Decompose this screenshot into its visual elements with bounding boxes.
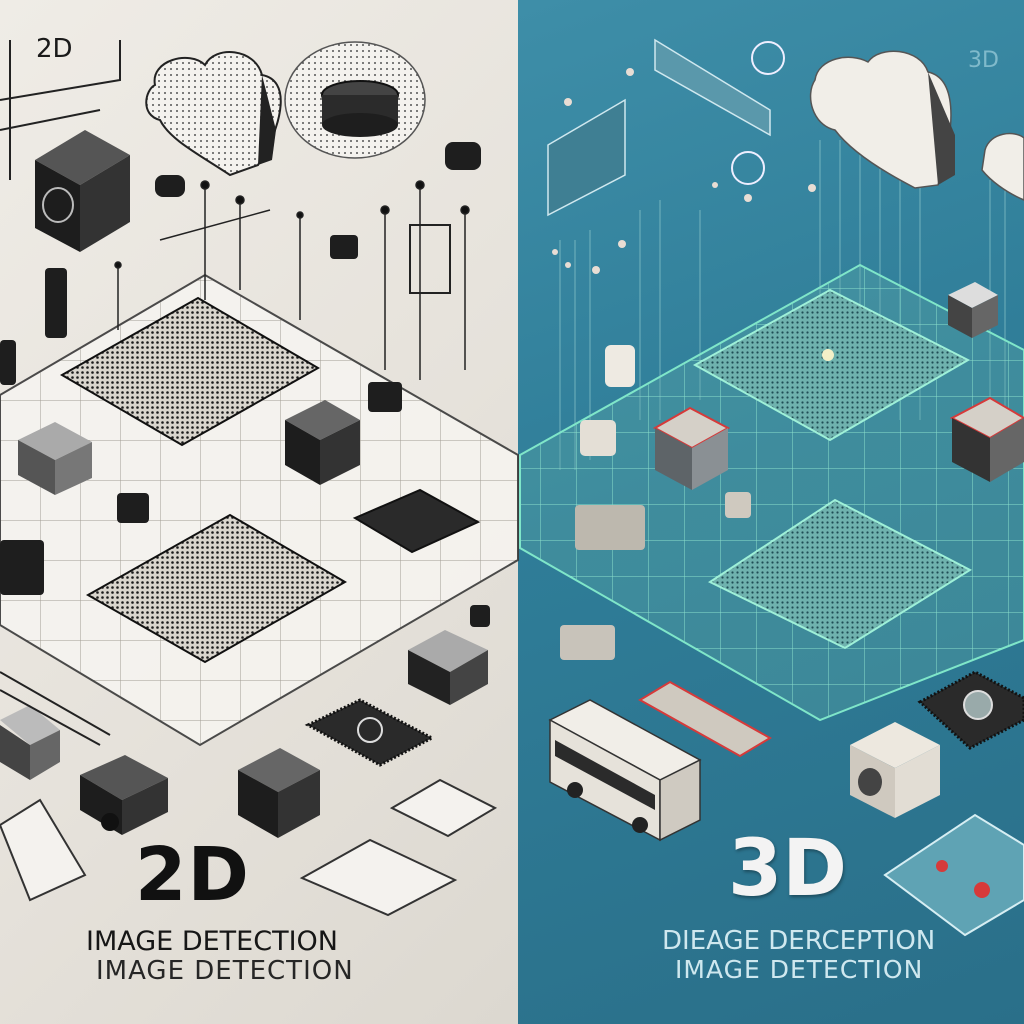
cloud-icon bbox=[145, 51, 282, 177]
chip-icon bbox=[304, 698, 436, 767]
sketch-card bbox=[0, 778, 498, 917]
camera-lens-icon bbox=[284, 41, 426, 159]
image-patch-bottom bbox=[85, 513, 348, 664]
detection-plane-top bbox=[692, 288, 971, 442]
cube-icon bbox=[408, 630, 488, 705]
image-patch-top bbox=[59, 296, 321, 447]
connector-lines bbox=[114, 180, 470, 380]
corner-label-3d: 3D bbox=[968, 48, 999, 73]
cloud-icon bbox=[809, 50, 955, 189]
light-point bbox=[822, 349, 834, 361]
cube-icon bbox=[238, 748, 320, 838]
cube-icon bbox=[850, 722, 940, 818]
cube-icon bbox=[948, 282, 998, 338]
bus-icon bbox=[548, 699, 702, 842]
sketch-lines bbox=[0, 671, 111, 746]
caption-2d-line2: IMAGE DETECTION bbox=[96, 956, 354, 986]
cube-icon bbox=[949, 396, 1024, 482]
connector-nodes bbox=[552, 68, 816, 274]
cube-icon bbox=[285, 400, 360, 485]
title-3d: 3D bbox=[728, 824, 848, 914]
sketch-target-icon bbox=[409, 224, 451, 294]
caption-3d-line1: DIEAGE DERCEPTION bbox=[662, 926, 936, 956]
cloud-icon bbox=[981, 132, 1024, 201]
camera-device-icon bbox=[80, 755, 168, 835]
cube-icon bbox=[18, 422, 92, 495]
device-box-icon bbox=[0, 705, 60, 780]
tray-icon bbox=[638, 680, 772, 758]
caption-2d-line1: IMAGE DETECTION bbox=[86, 926, 338, 957]
corner-label-2d: 2D bbox=[36, 34, 73, 64]
cube-icon bbox=[652, 406, 731, 490]
glass-panel bbox=[547, 98, 626, 217]
glass-card bbox=[883, 813, 1024, 937]
caption-3d-line2: IMAGE DETECTION bbox=[675, 955, 924, 984]
cube-icon bbox=[35, 130, 130, 252]
small-device-icons bbox=[560, 345, 751, 660]
title-2d: 2D bbox=[135, 832, 250, 918]
chip-icon bbox=[917, 670, 1024, 750]
small-device-icons bbox=[0, 142, 490, 627]
glass-panel bbox=[654, 38, 771, 137]
node-graph-icon bbox=[731, 41, 785, 185]
detection-plane-bottom bbox=[707, 498, 973, 650]
sketch-frame-top-left bbox=[0, 40, 121, 180]
image-patch-right bbox=[352, 488, 481, 554]
